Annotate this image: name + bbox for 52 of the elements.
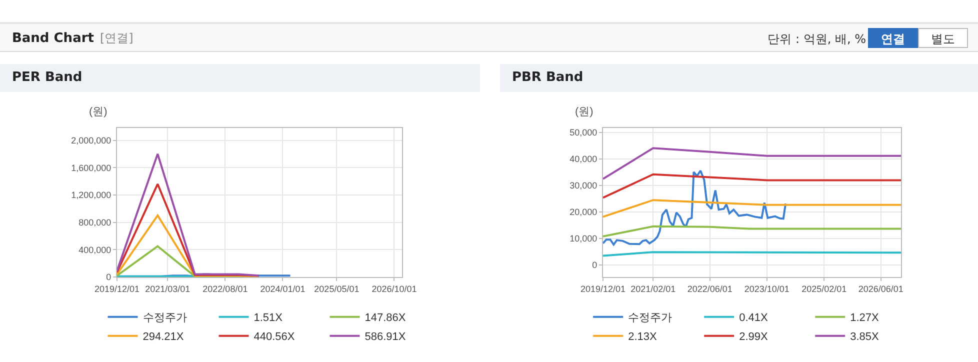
legend-label: 3.85X (850, 331, 880, 344)
y-tick-label: 40,000 (570, 154, 598, 164)
legend-label: 0.41X (739, 312, 769, 324)
x-tick-label: 2026/06/01 (858, 284, 904, 294)
y-tick-label: 2,000,000 (71, 135, 112, 146)
y-tick-label: 50,000 (570, 128, 598, 138)
x-tick-label: 2022/08/01 (202, 284, 248, 294)
legend-label: 1.27X (850, 312, 880, 324)
y-axis-title: (원) (575, 106, 594, 118)
legend-label: 2.99X (739, 331, 769, 344)
x-tick-label: 2026/10/01 (372, 284, 417, 294)
x-tick-label: 2021/03/01 (145, 284, 190, 294)
y-tick-label: 0 (106, 272, 112, 282)
line-series (117, 214, 260, 277)
x-tick-label: 2019/12/01 (94, 284, 140, 294)
text: 별도 (918, 28, 968, 48)
y-tick-label: 0 (592, 260, 598, 270)
y-tick-label: 800,000 (78, 217, 112, 228)
legend-label: 440.56X (254, 331, 296, 344)
line-series (117, 152, 260, 277)
text: [연결] (100, 31, 134, 45)
x-tick-label: 2024/01/01 (260, 284, 306, 294)
legend-label: 294.21X (142, 331, 184, 344)
legend-label: 586.91X (364, 331, 406, 344)
x-tick-label: 2022/06/01 (687, 284, 732, 294)
line-series (603, 225, 901, 238)
line-series (603, 199, 901, 218)
x-tick-label: 2025/05/01 (314, 284, 360, 294)
y-tick-label: 30,000 (570, 180, 598, 191)
x-tick-label: 2023/10/01 (744, 284, 790, 294)
x-tick-label: 2021/02/01 (630, 284, 676, 294)
text: 단위 : 억원, 배, % (768, 31, 866, 48)
y-tick-label: 400,000 (78, 244, 112, 255)
legend-label: 수정주가 (628, 312, 672, 324)
text: 연결 (868, 28, 918, 48)
line-series (603, 173, 901, 199)
legend-label: 수정주가 (142, 312, 187, 324)
x-tick-label: 2019/12/01 (580, 284, 626, 294)
y-tick-label: 10,000 (570, 234, 598, 244)
line-series (603, 170, 787, 246)
chart-title: PBR Band (500, 64, 978, 92)
y-axis-title: (원) (89, 106, 108, 118)
line-series (603, 147, 901, 180)
chart-title: PER Band (0, 64, 480, 92)
legend-label: 1.51X (254, 312, 284, 324)
y-tick-label: 1,600,000 (71, 162, 112, 173)
legend-label: 147.86X (364, 312, 406, 324)
legend-label: 2.13X (628, 331, 658, 344)
x-tick-label: 2025/02/01 (802, 284, 847, 294)
y-tick-label: 20,000 (570, 207, 598, 218)
text: Band Chart (12, 31, 94, 46)
y-tick-label: 1,200,000 (71, 190, 112, 200)
